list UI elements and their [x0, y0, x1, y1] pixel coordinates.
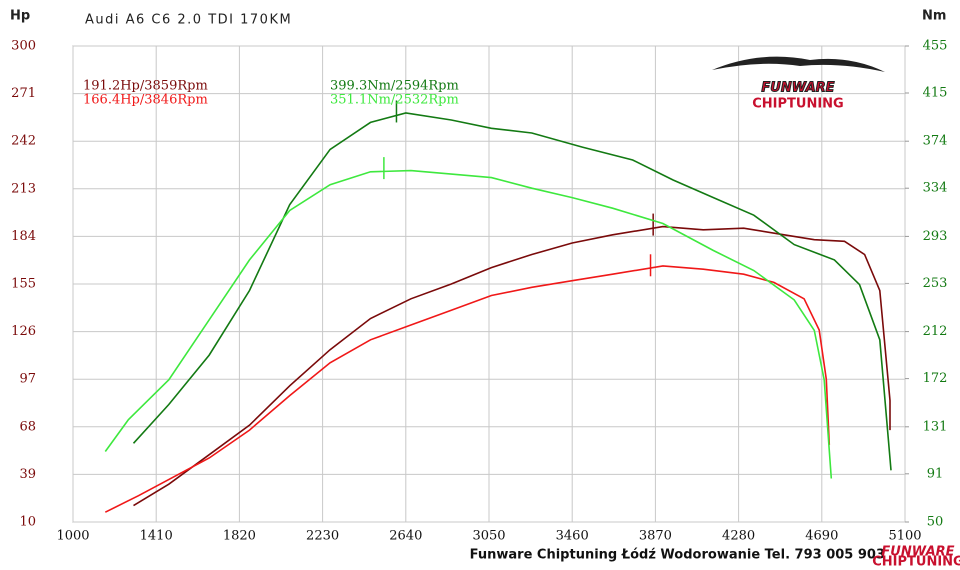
x-tick-label: 4280 [722, 529, 755, 544]
series-line [133, 225, 891, 507]
x-tick-label: 3870 [639, 529, 672, 544]
x-tick-label: 3460 [556, 529, 589, 544]
x-tick-label: 5100 [888, 529, 921, 544]
y-tick-label: 300 [11, 39, 36, 54]
chart-title: Audi A6 C6 2.0 TDI 170KM [85, 13, 292, 28]
legend-entry: 166.4Hp/3846Rpm [83, 93, 208, 108]
y2-tick-label: 91 [927, 466, 944, 481]
logo-tagline: CHIPTUNING [752, 97, 843, 112]
y-tick-label: 155 [11, 277, 36, 292]
legend-entry: 191.2Hp/3859Rpm [83, 79, 208, 94]
y2-axis-title: Nm [922, 9, 946, 24]
y-tick-label: 10 [19, 515, 36, 530]
y-tick-label: 126 [11, 324, 36, 339]
logo: FUNWARE CHIPTUNING [712, 56, 885, 112]
logo-swoosh [712, 56, 885, 72]
y-tick-label: 271 [11, 86, 36, 101]
y2-tick-label: 455 [923, 39, 948, 54]
y-tick-label: 68 [19, 419, 36, 434]
footer-logo-name: FUNWARE [881, 545, 954, 560]
y2-tick-label: 131 [923, 419, 948, 434]
x-tick-label: 1000 [56, 529, 89, 544]
x-tick-label: 2640 [389, 529, 422, 544]
y2-tick-label: 374 [923, 134, 948, 149]
x-tick-label: 3050 [472, 529, 505, 544]
series-line [132, 112, 892, 471]
x-tick-label: 4690 [805, 529, 838, 544]
y-tick-label: 184 [11, 229, 36, 244]
y2-tick-label: 293 [923, 229, 948, 244]
y2-tick-label: 212 [923, 324, 948, 339]
footer: Funware Chiptuning Łódź Wodorowanie Tel.… [470, 548, 885, 563]
y-tick-label: 39 [19, 467, 36, 482]
y-tick-label: 242 [11, 134, 36, 149]
y2-tick-label: 253 [923, 276, 948, 291]
logo-name: FUNWARE [761, 81, 834, 96]
x-tick-label: 1410 [140, 529, 173, 544]
series-line [104, 169, 833, 479]
y-tick-label: 213 [11, 181, 36, 196]
x-tick-label: 1820 [223, 529, 256, 544]
y2-tick-label: 50 [927, 515, 944, 530]
legend-entry: 351.1Nm/2532Rpm [330, 93, 459, 108]
legend-entry: 399.3Nm/2594Rpm [330, 79, 459, 94]
x-tick-label: 2230 [306, 529, 339, 544]
y2-tick-label: 415 [923, 86, 948, 101]
footer-logo-tagline: CHIPTUNING [872, 555, 960, 570]
y2-tick-label: 334 [923, 181, 948, 196]
y-axis-title: Hp [10, 9, 30, 24]
y-tick-label: 97 [19, 372, 36, 387]
y2-tick-label: 172 [923, 371, 948, 386]
series-line [104, 265, 831, 513]
